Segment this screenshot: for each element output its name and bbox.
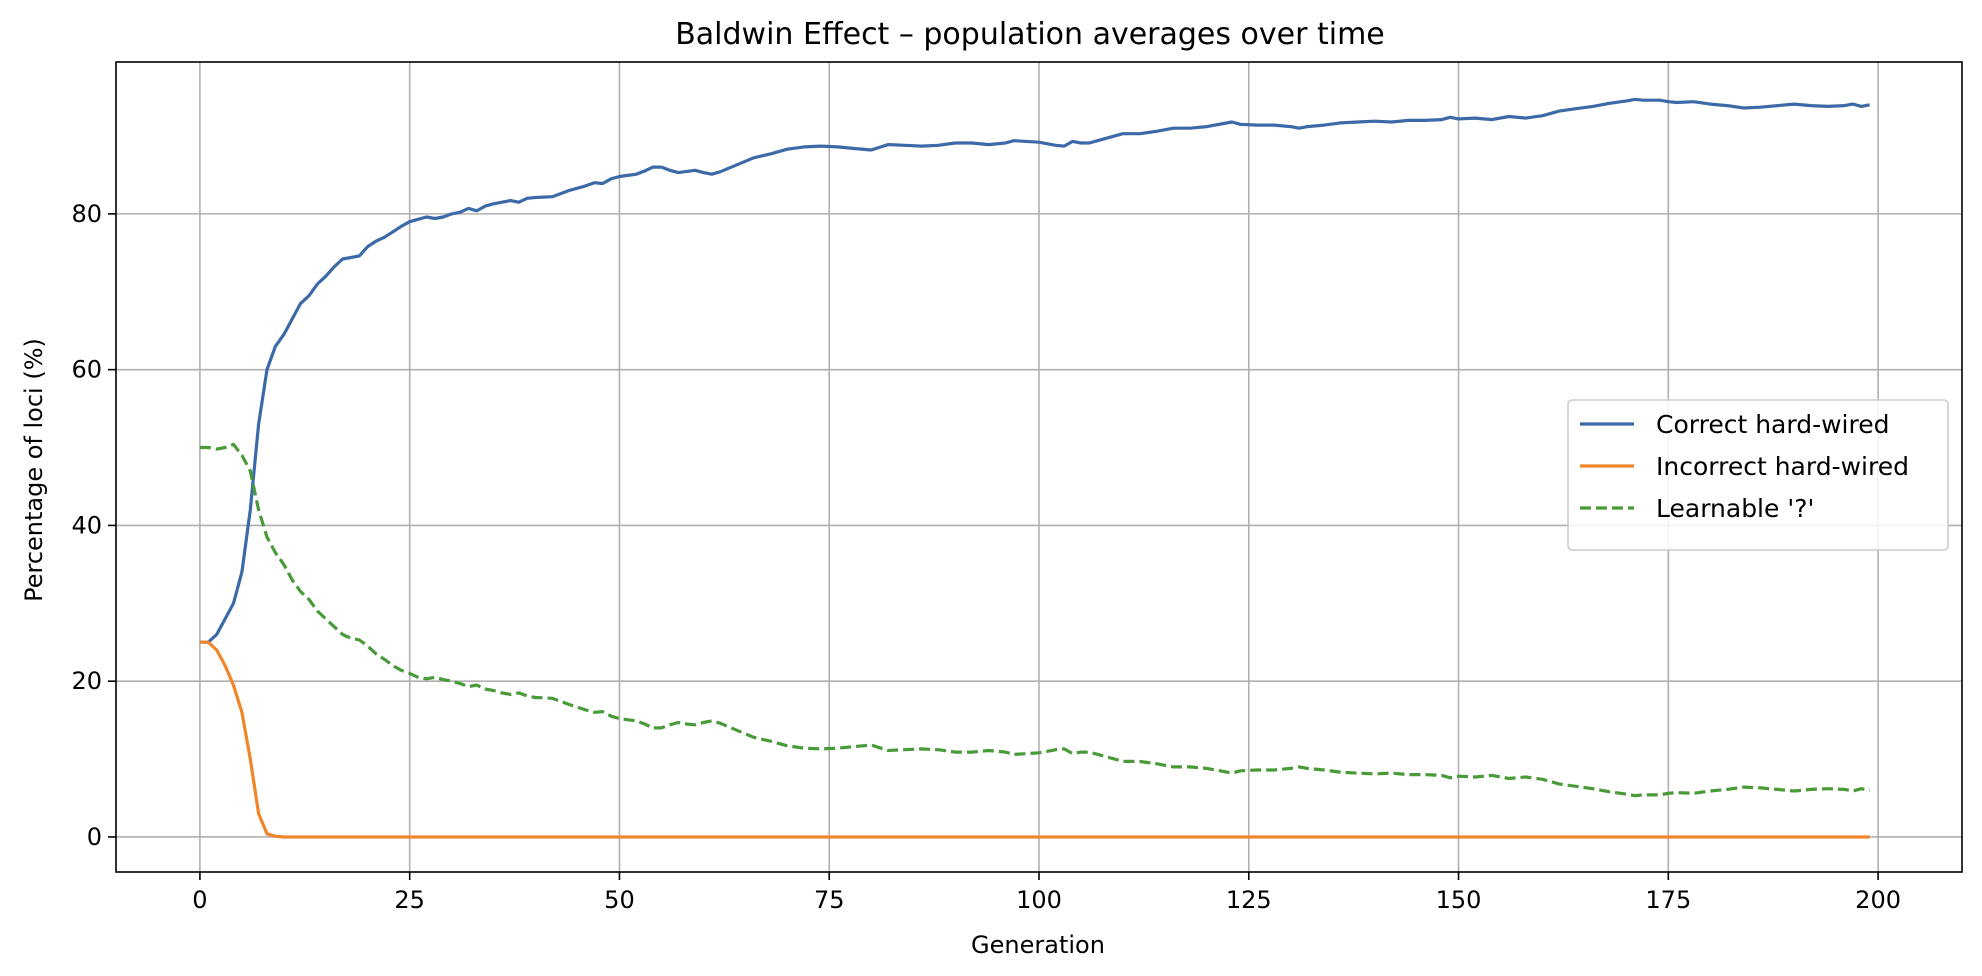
- series-line-2: [199, 640, 1870, 839]
- x-tick-label: 75: [814, 886, 845, 914]
- x-tick-label: 25: [394, 886, 425, 914]
- x-tick-label: 175: [1645, 886, 1691, 914]
- y-tick-label: 0: [87, 823, 102, 851]
- x-tick-label: 50: [604, 886, 635, 914]
- y-tick-label: 60: [71, 356, 102, 384]
- axis-ticks: 0 25 50 75 100 125 150 175 200 0 20 40 60 80: [71, 200, 1901, 914]
- chart-title: Baldwin Effect – population averages ove…: [675, 17, 1385, 52]
- y-tick-label: 20: [71, 667, 102, 695]
- legend-label: Incorrect hard-wired: [1656, 452, 1909, 481]
- x-tick-label: 125: [1226, 886, 1272, 914]
- x-axis-label: Generation: [971, 931, 1105, 959]
- y-tick-label: 40: [71, 511, 102, 539]
- legend-label: Correct hard-wired: [1656, 410, 1889, 439]
- legend-box: [1567, 399, 1949, 551]
- x-tick-label: 200: [1855, 886, 1901, 914]
- series-lines: [199, 97, 1870, 839]
- x-tick-label: 100: [1016, 886, 1062, 914]
- x-tick-label: 150: [1436, 886, 1482, 914]
- series-line-1: [199, 97, 1870, 644]
- series-line-3: [199, 442, 1870, 798]
- legend-label: Learnable '?': [1656, 494, 1814, 523]
- legend: Correct hard-wired Incorrect hard-wired Le…: [1567, 399, 1949, 551]
- x-tick-label: 0: [192, 886, 207, 914]
- y-axis-label: Percentage of loci (%): [20, 338, 48, 602]
- y-tick-label: 80: [71, 200, 102, 228]
